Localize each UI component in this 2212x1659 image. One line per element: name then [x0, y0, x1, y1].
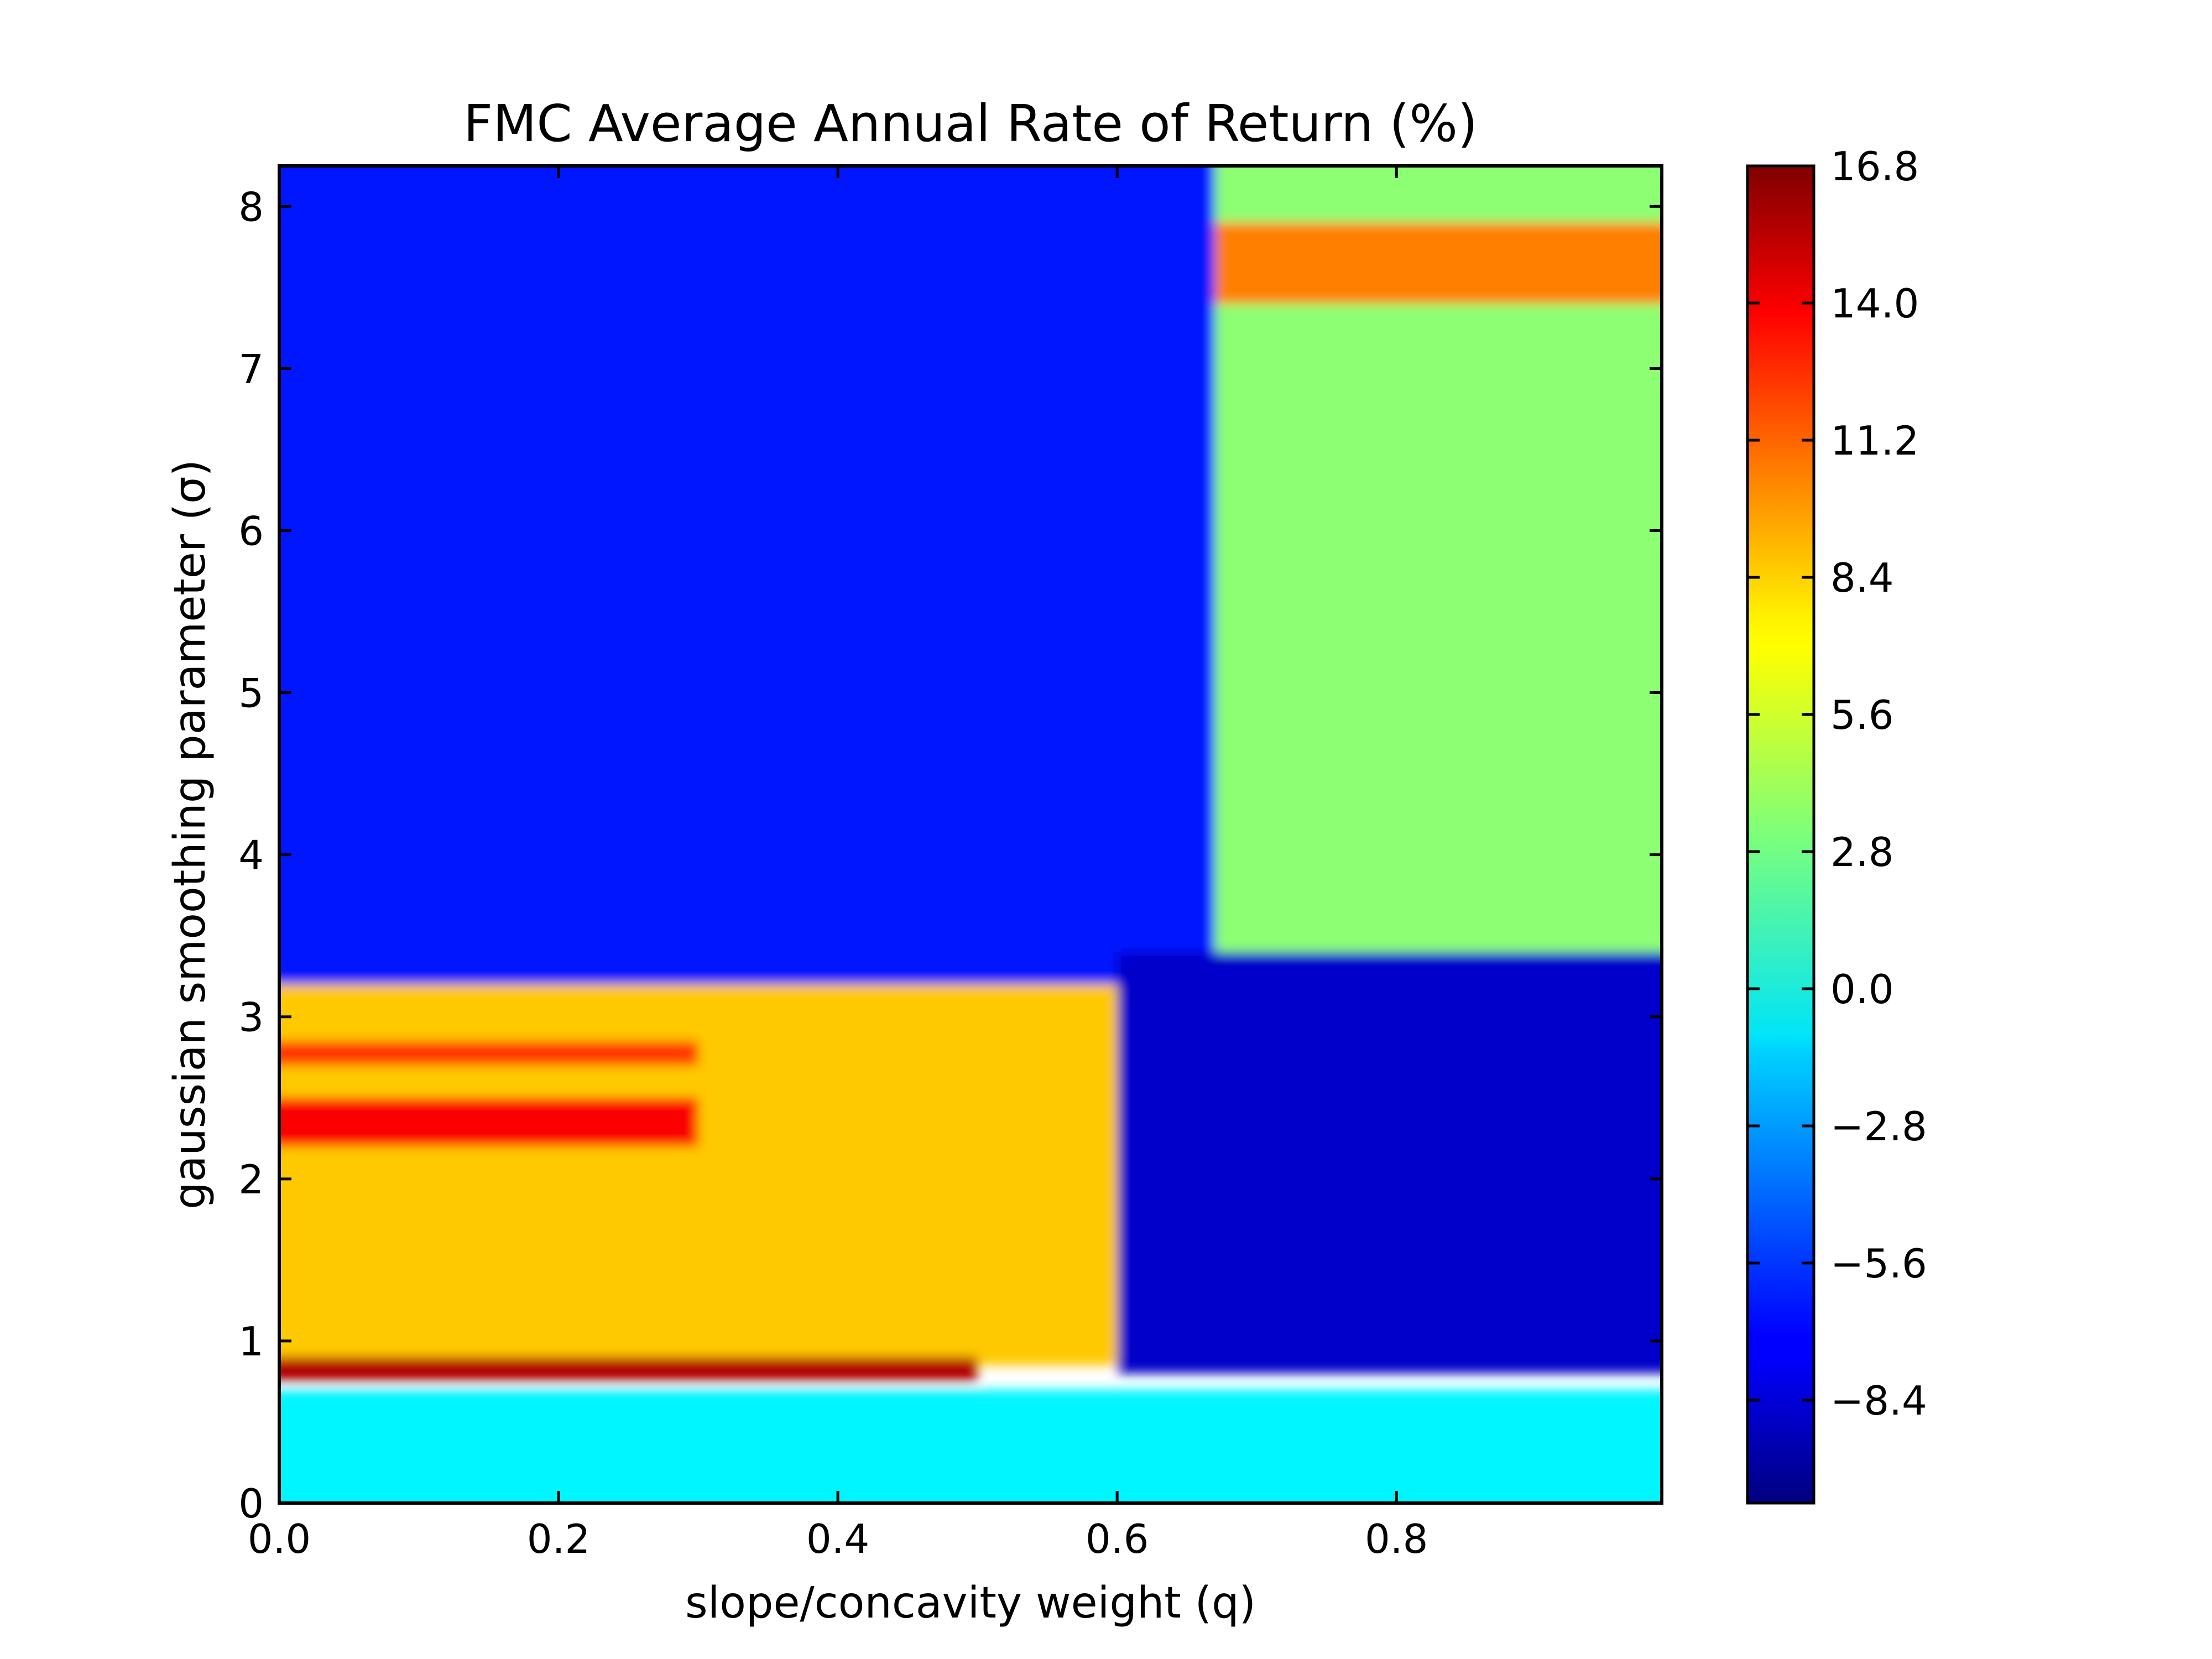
y-axis: 0 1 2 3 4 5 6 7 8 — [238, 184, 1662, 1527]
chart-title: FMC Average Annual Rate of Return (%) — [463, 94, 1478, 153]
colorbar-tick-label: 14.0 — [1830, 280, 1919, 327]
x-axis: 0.0 0.2 0.4 0.6 0.8 — [248, 166, 1428, 1562]
colorbar-tick-label: 16.8 — [1830, 143, 1919, 190]
colorbar-gradient — [1746, 164, 1815, 1505]
colorbar-tick-label: −2.8 — [1830, 1103, 1927, 1150]
y-axis-label: gaussian smoothing parameter (σ) — [165, 460, 215, 1209]
heatmap-region — [279, 1098, 698, 1147]
y-tick-label: 5 — [238, 670, 264, 717]
y-tick-label: 7 — [238, 346, 264, 392]
colorbar-tick-label: 11.2 — [1830, 418, 1919, 464]
heatmap-region — [1214, 222, 1662, 304]
y-tick-label: 3 — [238, 994, 264, 1041]
x-tick-label: 0.8 — [1365, 1516, 1428, 1562]
plot-frame — [278, 164, 1663, 1505]
heatmap — [279, 166, 1662, 1503]
heatmap-region — [279, 1041, 698, 1066]
heatmap-region — [279, 166, 1215, 985]
heatmap-region — [279, 1389, 1662, 1503]
y-tick-label: 6 — [238, 508, 264, 554]
colorbar: 16.8 14.0 11.2 8.4 5.6 2.8 0.0 −2.8 −5.6 −8.4 — [1746, 143, 1927, 1505]
colorbar-tick-label: −8.4 — [1830, 1378, 1927, 1424]
colorbar-tick-label: −5.6 — [1830, 1240, 1927, 1287]
x-axis-label: slope/concavity weight (q) — [685, 1578, 1256, 1628]
y-tick-label: 1 — [238, 1318, 264, 1365]
x-tick-label: 0.2 — [527, 1516, 591, 1562]
plot-area: 0.0 0.2 0.4 0.6 0.8 0 1 2 3 4 5 6 7 8 — [238, 164, 1663, 1562]
x-tick-label: 0.0 — [248, 1516, 311, 1562]
colorbar-tick-label: 2.8 — [1830, 829, 1894, 875]
heatmap-region — [279, 1357, 978, 1382]
colorbar-tick-label: 0.0 — [1830, 966, 1894, 1013]
x-tick-label: 0.4 — [806, 1516, 870, 1562]
x-tick-label: 0.6 — [1086, 1516, 1149, 1562]
colorbar-tick-label: 8.4 — [1830, 555, 1894, 601]
y-tick-label: 0 — [238, 1480, 264, 1527]
colorbar-tick-label: 5.6 — [1830, 692, 1894, 738]
heatmap-region — [1117, 952, 1662, 1374]
y-tick-label: 4 — [238, 832, 264, 879]
y-tick-label: 8 — [238, 184, 264, 230]
y-tick-label: 2 — [238, 1156, 264, 1203]
colorbar-ticks: 16.8 14.0 11.2 8.4 5.6 2.8 0.0 −2.8 −5.6 −8.4 — [1747, 143, 1927, 1424]
